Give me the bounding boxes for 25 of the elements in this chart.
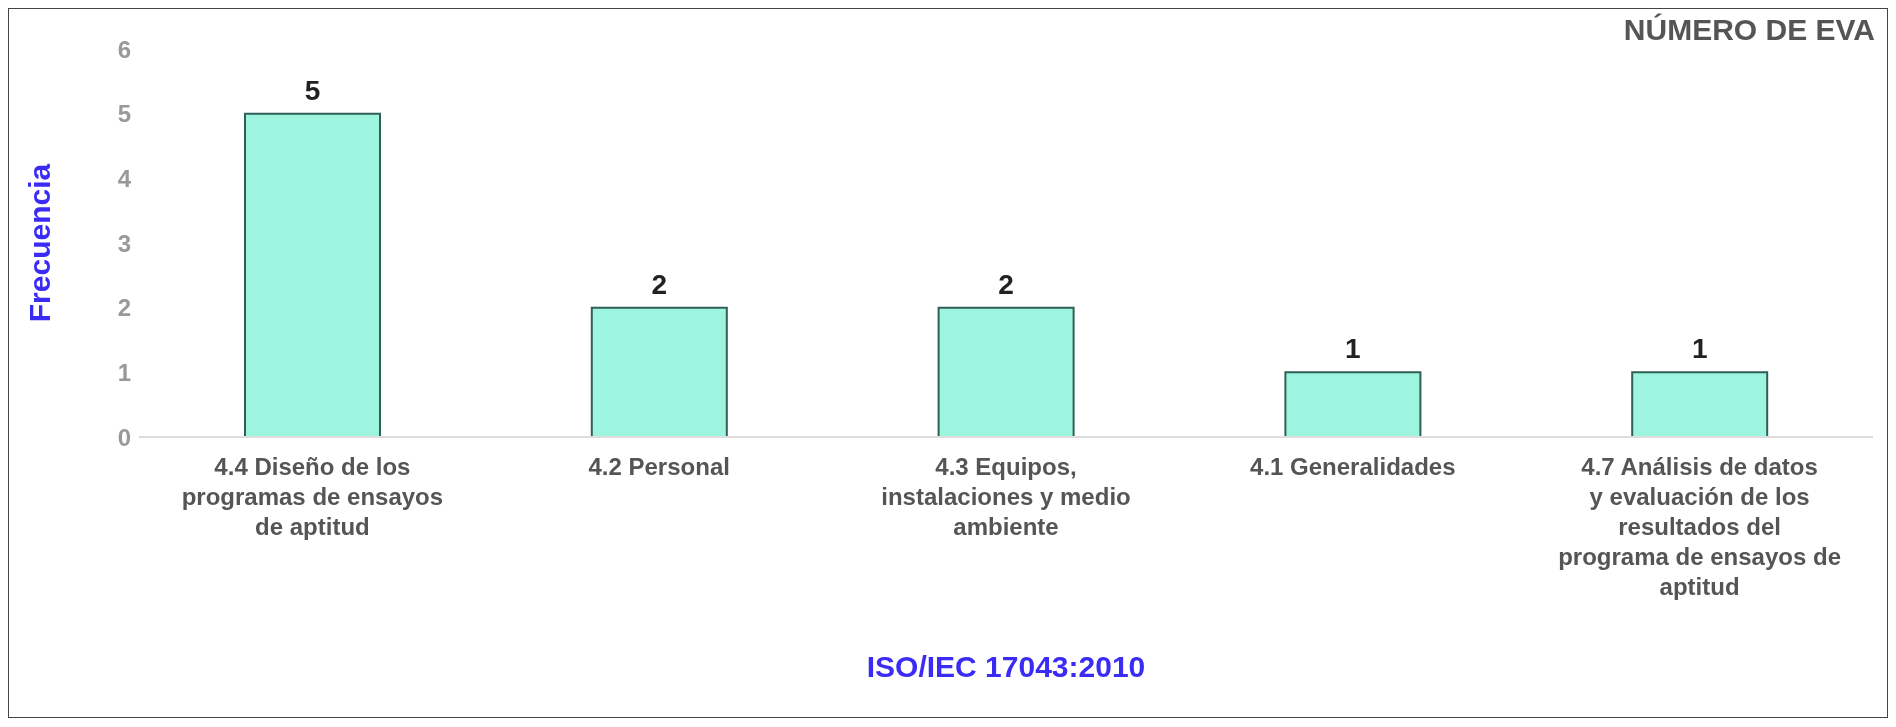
data-label: 2 <box>998 268 1014 300</box>
data-label: 1 <box>1691 333 1708 365</box>
bar <box>590 306 728 437</box>
y-axis-title: Frecuencia <box>22 163 56 323</box>
x-axis-title: ISO/IEC 17043:2010 <box>866 650 1146 683</box>
x-tick-label: 4.1 Generalidades <box>1250 453 1456 480</box>
x-tick-label: 4.7 Análisis de datos y evaluación de los resultados del programa de ensayos de aptitud <box>1558 453 1841 600</box>
bar <box>1284 371 1422 437</box>
bar <box>937 306 1075 437</box>
x-tick-label: 4.2 Personal <box>588 453 730 480</box>
data-label: 1 <box>1345 333 1361 365</box>
y-tick-label: 0 <box>117 423 131 451</box>
bar <box>1631 371 1769 437</box>
y-tick-label: 3 <box>117 229 131 257</box>
y-tick-label: 5 <box>117 100 131 128</box>
y-tick-label: 6 <box>117 35 131 63</box>
y-tick-label: 2 <box>117 294 131 322</box>
x-tick-label: 4.4 Diseño de los programas de ensayos de aptitud <box>181 453 444 540</box>
chart-title: NÚMERO DE EVA <box>1623 13 1875 47</box>
data-label: 5 <box>304 74 321 106</box>
x-tick-label: 4.3 Equipos, instalaciones y medio ambiente <box>881 453 1131 540</box>
bar <box>244 112 381 437</box>
data-label: 2 <box>651 268 668 300</box>
y-tick-label: 1 <box>117 358 131 386</box>
y-tick-label: 4 <box>117 164 132 192</box>
